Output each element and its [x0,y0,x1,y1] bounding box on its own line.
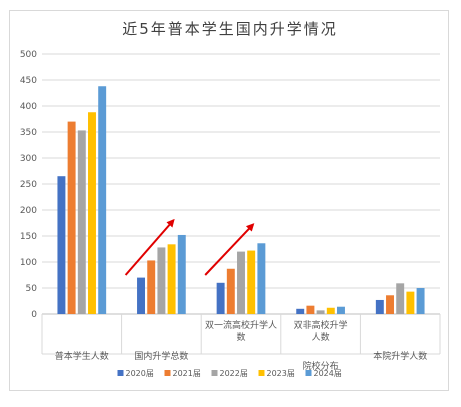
category-label-4-0: 本院升学人数 [373,350,427,362]
bar-s2-c2 [237,251,245,314]
bar-s4-c3 [337,306,345,314]
legend-swatch-2 [211,370,218,376]
trend-arrow-0 [124,218,175,276]
bar-s2-c1 [157,247,166,314]
category-label-2-1: 数 [236,331,245,343]
legend-swatch-4 [305,370,312,376]
bar-s3-c2 [247,250,256,314]
bar-s3-c4 [406,291,415,314]
bar-s4-c4 [416,288,425,314]
bar-layer [57,86,425,315]
bar-s1-c1 [147,260,156,314]
category-label-1-0: 国内升学总数 [134,350,188,362]
legend-swatch-3 [258,370,265,376]
legend: 2020届 2021届 2022届 2023届 2024届 [117,369,342,378]
bar-s0-c0 [57,176,66,314]
legend-label-1: 2021届 [173,369,201,378]
y-tick-label-8: 400 [20,102,37,112]
bar-s2-c4 [396,283,405,314]
bar-s4-c2 [257,243,266,314]
y-tick-label-5: 250 [20,180,37,190]
legend-swatch-1 [164,370,171,376]
category-label-0-0: 普本学生人数 [55,350,109,362]
bar-s1-c3 [306,305,315,314]
annotation-layer [124,218,255,276]
legend-label-4: 2024届 [314,369,342,378]
chart-title: 近5年普本学生国内升学情况 [122,20,338,38]
bar-s3-c3 [326,307,335,314]
y-tick-label-3: 150 [20,232,37,242]
grid-layer [42,53,440,289]
category-label-3-0: 双非高校升学 [294,319,348,331]
bar-s1-c2 [226,268,235,314]
legend-label-3: 2023届 [267,369,295,378]
y-tick-label-1: 50 [26,284,38,294]
y-tick-label-0: 0 [31,310,37,320]
y-tick-label-2: 100 [20,258,37,268]
y-tick-label-7: 350 [20,128,37,138]
y-tick-label-10: 500 [20,50,37,60]
legend-swatch-0 [117,370,124,376]
axis-layer: 0 50 100 150 200 250 300 350 400 450 500 普本学生人数 国内升学… [20,50,441,372]
category-label-2-0: 双一流高校升学人 [205,319,277,331]
bar-s4-c0 [98,86,107,315]
y-tick-label-4: 200 [20,206,37,216]
bar-chart: 近5年普本学生国内升学情况 0 50 100 150 200 250 300 350 400 45… [20,20,441,378]
legend-label-2: 2022届 [220,369,248,378]
bar-s0-c4 [375,299,384,314]
bar-s2-c0 [77,130,86,314]
bar-s0-c3 [296,308,305,314]
bar-s1-c4 [386,295,394,314]
legend-label-0: 2020届 [126,369,154,378]
y-tick-label-6: 300 [20,154,37,164]
bar-s1-c0 [67,121,76,314]
y-tick-label-9: 450 [20,76,37,86]
bar-s3-c0 [88,112,96,315]
chart-frame: 近5年普本学生国内升学情况 0 50 100 150 200 250 300 350 400 45… [9,10,449,391]
bar-s3-c1 [167,244,176,314]
bar-s0-c2 [216,282,225,314]
group-label: 院校分布 [303,360,339,372]
trend-arrow-1 [204,223,255,276]
bar-s4-c1 [177,234,186,314]
bar-s0-c1 [137,277,145,314]
bar-s2-c3 [316,310,325,314]
category-label-3-1: 人数 [312,331,330,343]
